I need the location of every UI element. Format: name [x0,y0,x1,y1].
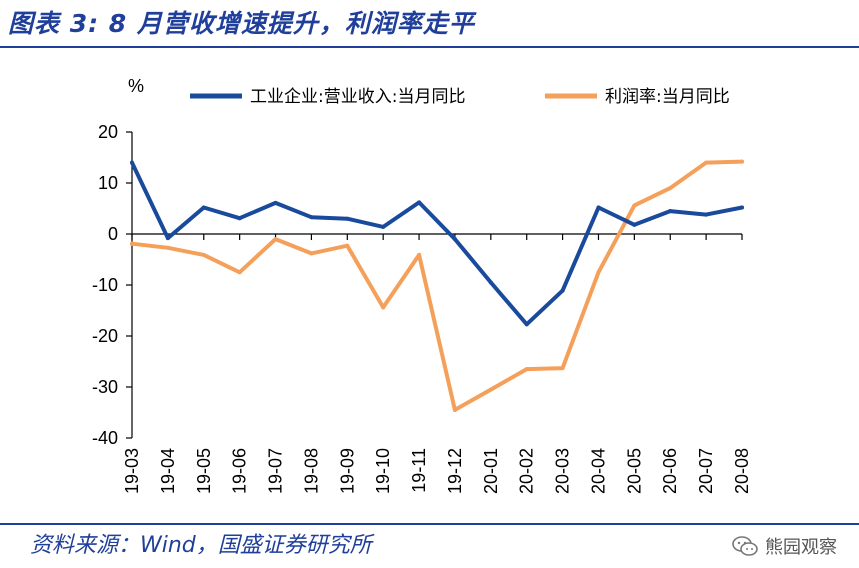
data-point-series-1 [632,203,637,208]
data-point-series-1 [201,252,206,257]
y-tick-label: -10 [92,275,118,295]
data-point-series-1 [130,241,134,246]
wechat-icon [732,536,758,556]
data-point-series-1 [237,270,242,275]
legend-label-0: 工业企业:营业收入:当月同比 [250,87,465,107]
data-point-series-0 [345,216,350,221]
x-tick-label: 19-04 [158,448,178,494]
watermark: 熊园观察 [731,533,837,559]
data-point-series-1 [273,237,278,242]
y-tick-label: 0 [108,224,118,244]
x-tick-label: 19-06 [230,448,250,494]
line-chart: % 工业企业:营业收入:当月同比 利润率:当月同比 20 10 0 -10 -20 -30 -… [92,76,752,494]
chart-title: 图表 3: 8 月营收增速提升，利润率走平 [8,9,475,38]
x-tick-label: 20-07 [696,448,716,494]
x-tick-label: 20-08 [732,448,752,494]
series-line-0 [130,160,744,327]
data-point-series-0 [632,222,637,227]
data-point-series-0 [668,209,673,214]
legend-label-1: 利润率:当月同比 [605,87,730,107]
x-tick-label: 19-10 [373,448,393,494]
title-divider [0,46,859,48]
y-tick-label: -20 [92,326,118,346]
data-point-series-0 [704,212,709,217]
data-point-series-0 [201,205,206,210]
data-point-series-0 [273,200,278,205]
data-point-series-1 [165,245,170,250]
data-point-series-1 [488,387,493,392]
data-point-series-1 [596,270,601,275]
data-point-series-0 [381,224,386,229]
y-tick-label: 10 [98,173,118,193]
y-axis-unit-label: % [128,76,144,96]
x-tick-label: 19-05 [194,448,214,494]
x-tick-label: 19-07 [266,448,286,494]
x-tick-label: 19-09 [337,448,357,494]
data-point-series-0 [524,322,529,327]
data-point-series-0 [452,237,457,242]
watermark-text: 熊园观察 [765,537,837,558]
data-point-series-0 [237,216,242,221]
x-tick-label: 19-12 [445,448,465,494]
series-line-1 [130,159,744,412]
data-point-series-1 [417,252,422,257]
x-tick-label: 19-03 [122,448,142,494]
data-point-series-0 [130,160,134,165]
y-tick-label: -30 [92,377,118,397]
x-tick-label: 19-11 [409,448,429,493]
legend: 工业企业:营业收入:当月同比 利润率:当月同比 [190,87,730,107]
data-point-series-0 [740,205,744,210]
x-tick-label: 20-01 [481,448,501,494]
y-tick-label: 20 [98,122,118,142]
data-point-series-1 [524,367,529,372]
data-point-series-1 [560,366,565,371]
data-point-series-1 [309,251,314,256]
footer-divider [0,523,859,525]
x-tick-label: 20-05 [624,448,644,494]
x-tick-label: 20-04 [588,448,608,494]
data-point-series-0 [417,200,422,205]
y-tick-label: -40 [92,428,118,448]
data-point-series-0 [309,215,314,220]
series-layer [130,159,744,412]
data-point-series-0 [165,236,170,241]
data-point-series-1 [740,159,744,164]
data-point-series-0 [488,280,493,285]
data-point-series-1 [668,186,673,191]
x-tick-label: 19-08 [301,448,321,494]
data-point-series-1 [452,407,457,412]
data-point-series-0 [560,288,565,293]
data-point-series-1 [345,243,350,248]
x-tick-label: 20-03 [553,448,573,494]
data-point-series-1 [704,160,709,165]
x-tick-label: 20-02 [517,448,537,494]
source-note: 资料来源：Wind，国盛证券研究所 [30,533,372,558]
x-tick-label: 20-06 [660,448,680,494]
data-point-series-0 [596,205,601,210]
data-point-series-1 [381,305,386,310]
